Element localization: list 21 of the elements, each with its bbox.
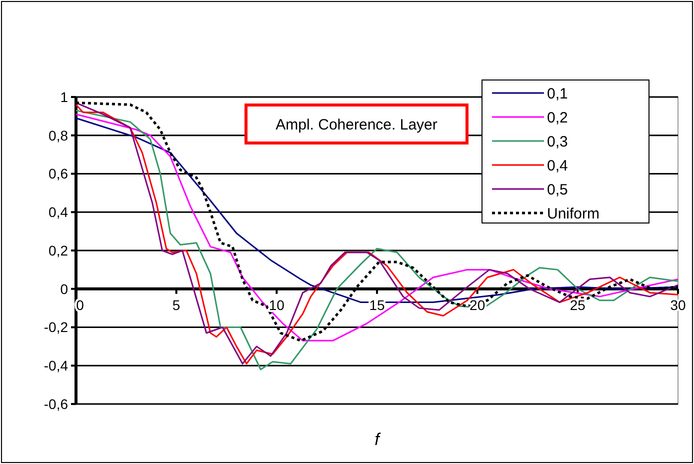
legend-label: 0,4 [547, 157, 568, 174]
x-tick-label: 25 [570, 296, 586, 313]
text: Ampl. Coherence. Layer [276, 116, 438, 134]
y-tick-label: -0,2 [44, 319, 68, 336]
legend-label: Uniform [547, 205, 600, 222]
legend-label: 0,5 [547, 181, 568, 198]
x-tick-label: 5 [172, 296, 180, 313]
y-tick-label: 0,8 [48, 127, 68, 144]
y-tick-label: 0,4 [48, 204, 68, 220]
y-tick-label: -0,4 [44, 358, 68, 374]
y-tick-label: 0,6 [48, 166, 68, 182]
x-axis-title: f [374, 430, 382, 449]
x-tick-label: 10 [268, 296, 285, 313]
y-tick-label: 0 [60, 280, 68, 297]
y-tick-label: 0,2 [48, 242, 68, 258]
y-tick-label: 1 [60, 88, 68, 105]
x-tick-label: 30 [670, 296, 686, 313]
legend-label: 0,2 [547, 109, 568, 126]
legend-label: 0,1 [547, 85, 568, 102]
legend-label: 0,3 [547, 133, 568, 150]
y-tick-label: -0,6 [44, 396, 68, 412]
